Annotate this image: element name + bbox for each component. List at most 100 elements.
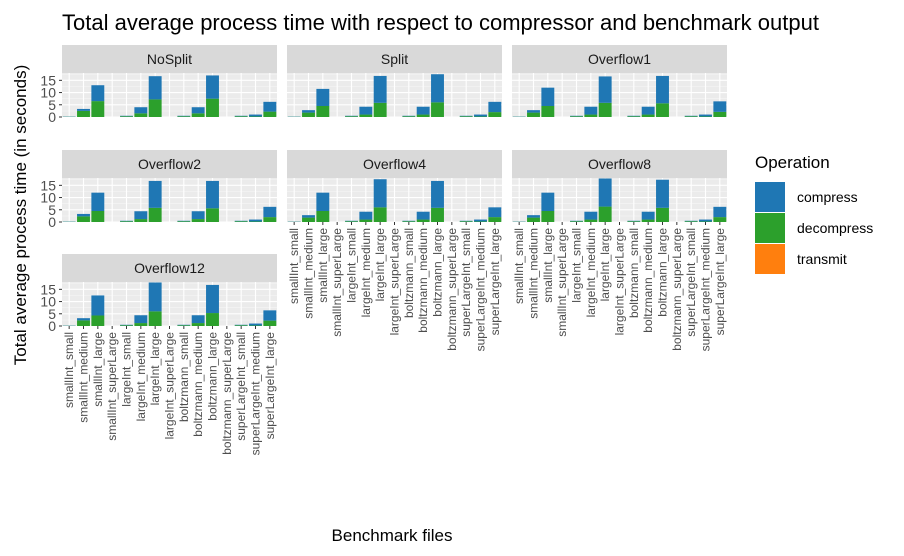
- bar-compress-boltzmann_large: [206, 284, 219, 314]
- facet-strip-label: Overflow1: [588, 51, 651, 67]
- bar-decompress-superLargeInt_large: [488, 217, 502, 222]
- bar-decompress-smallInt_medium: [302, 112, 315, 117]
- bar-decompress-largeInt_large: [148, 311, 162, 326]
- bar-decompress-boltzmann_large: [431, 102, 444, 117]
- x-tick-label: boltzmann_large: [206, 332, 220, 421]
- x-tick-label: smallInt_medium: [302, 228, 316, 319]
- bar-compress-superLargeInt_large: [263, 101, 277, 112]
- facet-strip: [287, 150, 502, 178]
- bar-decompress-superLargeInt_large: [488, 112, 502, 117]
- bar-decompress-boltzmann_large: [206, 313, 219, 326]
- bar-compress-superLargeInt_large: [488, 207, 502, 218]
- x-tick-label: smallInt_medium: [527, 228, 541, 319]
- bar-compress-superLargeInt_large: [713, 206, 727, 218]
- facet-strip: [62, 45, 277, 73]
- bar-decompress-largeInt_small: [570, 116, 583, 117]
- bar-decompress-superLargeInt_large: [263, 217, 277, 222]
- x-tick-label: boltzmann_small: [177, 332, 191, 422]
- bar-decompress-boltzmann_large: [656, 103, 669, 117]
- bar-decompress-boltzmann_medium: [191, 113, 205, 117]
- bar-compress-smallInt_large: [541, 87, 555, 106]
- bar-compress-superLargeInt_medium: [249, 114, 262, 117]
- bar-compress-superLargeInt_medium: [699, 219, 712, 222]
- bar-decompress-superLargeInt_large: [713, 111, 727, 117]
- y-tick-label: 15: [40, 281, 56, 297]
- y-tick-label: 10: [40, 294, 56, 310]
- bar-compress-largeInt_large: [148, 282, 162, 312]
- bar-compress-superLargeInt_large: [263, 310, 277, 321]
- x-tick-label: boltzmann_small: [402, 228, 416, 318]
- bar-decompress-boltzmann_small: [177, 116, 191, 117]
- x-tick-label: superLargeInt_small: [234, 332, 248, 441]
- bar-decompress-smallInt_large: [316, 211, 330, 222]
- x-tick-label: smallInt_superLarge: [105, 332, 119, 441]
- bar-decompress-superLargeInt_small: [234, 325, 248, 326]
- facet-strip: [512, 45, 727, 73]
- bar-decompress-boltzmann_large: [206, 208, 219, 222]
- bar-compress-smallInt_medium: [527, 110, 540, 113]
- x-tick-label: largeInt_medium: [134, 332, 148, 421]
- bar-decompress-superLargeInt_small: [234, 221, 248, 222]
- x-tick-label: boltzmann_large: [431, 228, 445, 317]
- bar-decompress-largeInt_small: [570, 221, 583, 222]
- y-tick-label: 5: [48, 202, 56, 218]
- facet-strip-label: Overflow4: [363, 156, 426, 172]
- bar-decompress-largeInt_large: [148, 207, 162, 222]
- bar-decompress-largeInt_small: [120, 116, 133, 117]
- bar-compress-boltzmann_large: [431, 180, 444, 208]
- bar-decompress-boltzmann_large: [206, 98, 219, 117]
- bar-decompress-smallInt_medium: [527, 112, 540, 117]
- y-tick-label: 0: [48, 109, 56, 125]
- bar-decompress-largeInt_large: [373, 207, 387, 222]
- bar-decompress-boltzmann_medium: [191, 219, 205, 222]
- bar-compress-boltzmann_large: [656, 75, 669, 104]
- y-axis-label: Total average process time (in seconds): [11, 65, 30, 365]
- x-tick-label: boltzmann_superLarge: [220, 332, 234, 455]
- bar-decompress-largeInt_small: [120, 221, 133, 222]
- bar-decompress-largeInt_medium: [134, 323, 148, 326]
- bar-compress-boltzmann_medium: [641, 106, 655, 115]
- bar-decompress-largeInt_large: [373, 102, 387, 117]
- y-tick-label: 0: [48, 318, 56, 334]
- bar-decompress-smallInt_large: [541, 211, 555, 222]
- bar-decompress-largeInt_medium: [134, 219, 148, 222]
- bar-compress-largeInt_large: [148, 76, 162, 100]
- bar-compress-boltzmann_medium: [191, 211, 205, 220]
- legend-title: Operation: [755, 153, 830, 172]
- facet-strip: [62, 254, 277, 282]
- x-tick-label: largeInt_superLarge: [613, 228, 627, 336]
- bar-compress-largeInt_medium: [359, 211, 373, 220]
- bar-compress-boltzmann_medium: [416, 106, 430, 115]
- legend-label-compress: compress: [797, 189, 858, 205]
- bar-decompress-boltzmann_medium: [416, 114, 430, 117]
- facet-strip-label: Split: [381, 51, 408, 67]
- bar-compress-boltzmann_large: [206, 180, 219, 209]
- bar-compress-largeInt_large: [373, 179, 387, 208]
- bar-compress-superLargeInt_medium: [474, 219, 487, 222]
- bar-decompress-largeInt_large: [598, 206, 612, 222]
- x-tick-label: largeInt_large: [148, 332, 162, 406]
- bar-compress-largeInt_medium: [359, 106, 373, 115]
- bar-decompress-superLargeInt_small: [684, 116, 698, 117]
- y-tick-label: 5: [48, 97, 56, 113]
- facet-panel-overflow1: Overflow1: [512, 45, 727, 118]
- chart-title: Total average process time with respect …: [62, 10, 819, 35]
- y-tick-label: 10: [40, 190, 56, 206]
- legend-key-transmit: [755, 244, 785, 274]
- bar-decompress-boltzmann_small: [402, 221, 416, 222]
- bar-compress-largeInt_large: [598, 76, 612, 103]
- bar-decompress-smallInt_medium: [77, 110, 90, 117]
- bar-decompress-smallInt_medium: [77, 216, 90, 222]
- x-tick-label: smallInt_small: [62, 332, 76, 408]
- bar-decompress-smallInt_large: [91, 315, 105, 326]
- bar-decompress-smallInt_large: [316, 106, 330, 117]
- bar-decompress-smallInt_large: [91, 211, 105, 222]
- bar-decompress-boltzmann_medium: [191, 323, 205, 326]
- bar-decompress-largeInt_large: [148, 99, 162, 117]
- x-tick-label: boltzmann_large: [656, 228, 670, 317]
- bar-decompress-boltzmann_small: [177, 221, 191, 222]
- facet-strip-label: NoSplit: [147, 51, 192, 67]
- bar-decompress-largeInt_small: [345, 116, 358, 117]
- x-tick-label: largeInt_small: [570, 228, 584, 303]
